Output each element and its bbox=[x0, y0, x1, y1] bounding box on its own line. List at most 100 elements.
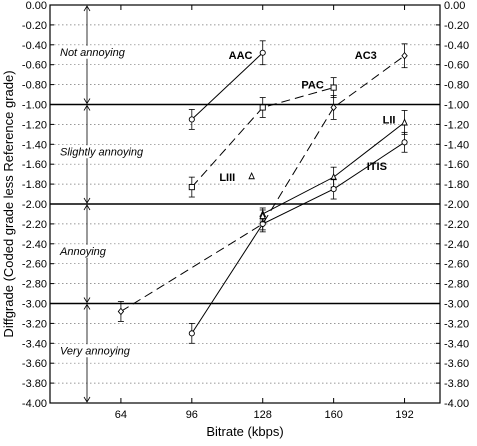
y-tick-label: -2.00 bbox=[22, 199, 47, 211]
plot-frame bbox=[49, 4, 441, 404]
series-aac bbox=[188, 40, 266, 130]
zone-label-bg bbox=[58, 244, 108, 258]
y-tick-label-right: -0.60 bbox=[444, 60, 469, 72]
x-axis-title: Bitrate (kbps) bbox=[206, 424, 283, 439]
series-liii bbox=[259, 209, 267, 223]
zone-label: Slightly annoying bbox=[60, 146, 144, 158]
y-tick-label: -4.00 bbox=[22, 398, 47, 410]
y-tick-label: -3.20 bbox=[22, 318, 47, 330]
series-itis bbox=[188, 131, 408, 344]
zone-label: Very annoying bbox=[60, 345, 131, 357]
y-tick-label-right: -0.20 bbox=[444, 20, 469, 32]
y-tick-label: -1.80 bbox=[22, 179, 47, 191]
zone-label-bg bbox=[58, 145, 146, 159]
y-tick-label: -2.40 bbox=[22, 239, 47, 251]
data-point-pac bbox=[188, 184, 195, 191]
x-tick-label: 192 bbox=[395, 409, 413, 421]
x-tick-label: 128 bbox=[254, 409, 272, 421]
series-line-aac bbox=[191, 52, 264, 120]
y-tick-label: -2.60 bbox=[22, 259, 47, 271]
y-tick-label: -0.40 bbox=[22, 40, 47, 52]
series-label-itis: ITIS bbox=[367, 161, 387, 173]
y-tick-label-right: -1.40 bbox=[444, 139, 469, 151]
data-point-itis bbox=[401, 139, 408, 146]
y-tick-label: -0.80 bbox=[22, 80, 47, 92]
series-layer bbox=[117, 40, 408, 344]
y-tick-label-right: 0.00 bbox=[444, 0, 465, 12]
y-tick-label: -3.40 bbox=[22, 338, 47, 350]
data-point-ac3 bbox=[117, 307, 125, 316]
y-tick-label-right: -3.20 bbox=[444, 318, 469, 330]
series-label-ac3: AC3 bbox=[355, 50, 377, 62]
series-label-lii: LII bbox=[383, 114, 396, 126]
y-axis-title: Diffgrade (Coded grade less Reference gr… bbox=[1, 70, 16, 337]
y-tick-label-right: -2.00 bbox=[444, 199, 469, 211]
data-point-ac3 bbox=[330, 103, 337, 112]
data-point-pac bbox=[330, 84, 337, 91]
y-tick-label-right: -3.60 bbox=[444, 358, 469, 370]
series-label-aac: AAC bbox=[229, 50, 253, 62]
y-tick-label: 0.00 bbox=[26, 0, 47, 12]
y-tick-label: -0.20 bbox=[22, 20, 47, 32]
y-tick-label: -1.40 bbox=[22, 139, 47, 151]
y-tick-label: -3.00 bbox=[22, 299, 47, 311]
zone-arrowhead bbox=[83, 104, 91, 111]
data-point-lii bbox=[401, 118, 408, 126]
y-tick-label-right: -1.60 bbox=[444, 159, 469, 171]
data-point-aac bbox=[188, 116, 195, 123]
data-point-ac3 bbox=[401, 51, 408, 60]
y-tick-label-right: -1.00 bbox=[444, 100, 469, 112]
zone-arrowhead bbox=[83, 303, 91, 310]
grid-layer bbox=[50, 24, 440, 384]
label-layer: AAC PAC AC3 LII ITIS LIII bbox=[219, 50, 395, 184]
y-tick-label-right: -0.40 bbox=[444, 40, 469, 52]
series-label-pac: PAC bbox=[301, 80, 323, 92]
y-tick-label-right: -3.80 bbox=[444, 378, 469, 390]
y-tick-label: -1.00 bbox=[22, 100, 47, 112]
zone-label-bg bbox=[58, 45, 127, 59]
series-label-liii: LIII bbox=[219, 172, 235, 184]
y-tick-label: -3.80 bbox=[22, 378, 47, 390]
data-point-itis bbox=[330, 186, 337, 193]
y-tick-label: -1.60 bbox=[22, 159, 47, 171]
y-tick-label-right: -4.00 bbox=[444, 398, 469, 410]
x-tick-label: 160 bbox=[324, 409, 342, 421]
y-tick-label-right: -2.80 bbox=[444, 279, 469, 291]
data-point-liii bbox=[259, 211, 267, 219]
zone-arrowhead bbox=[83, 396, 91, 403]
y-tick-label: -1.20 bbox=[22, 119, 47, 131]
y-tick-label-right: -1.20 bbox=[444, 119, 469, 131]
y-tick-label-right: -2.20 bbox=[444, 219, 469, 231]
zone-arrowhead bbox=[83, 204, 91, 211]
zone-arrowhead bbox=[83, 5, 91, 12]
series-pac bbox=[188, 77, 337, 198]
y-tick-label-right: -0.80 bbox=[444, 80, 469, 92]
zone-arrowhead bbox=[83, 197, 91, 204]
y-tick-label: -2.80 bbox=[22, 279, 47, 291]
data-point-itis bbox=[188, 330, 195, 337]
y-tick-label: -2.20 bbox=[22, 219, 47, 231]
series-line-itis bbox=[191, 141, 405, 334]
x-tick-label: 64 bbox=[115, 409, 127, 421]
axis-layer: 0.00 0.00 -0.20 -0.20 -0.40 -0.40 -0.60 -0.60 -0… bbox=[22, 0, 469, 421]
y-tick-label: -3.60 bbox=[22, 358, 47, 370]
zone-label-bg bbox=[58, 344, 132, 358]
zone-layer: Not annoying Slightly annoying Annoying Ver… bbox=[58, 5, 146, 403]
x-tick-label: 96 bbox=[186, 409, 198, 421]
zone-label: Annoying bbox=[59, 246, 107, 258]
zone-arrowhead bbox=[83, 98, 91, 105]
series-line-ac3 bbox=[120, 55, 405, 312]
legend-marker bbox=[248, 171, 255, 180]
data-point-aac bbox=[259, 49, 266, 56]
y-tick-label-right: -2.40 bbox=[444, 239, 469, 251]
y-tick-label-right: -3.00 bbox=[444, 299, 469, 311]
zone-label: Not annoying bbox=[60, 47, 126, 59]
y-tick-label-right: -1.80 bbox=[444, 179, 469, 191]
data-point-pac bbox=[259, 104, 266, 111]
y-tick-label: -0.60 bbox=[22, 60, 47, 72]
series-ac3 bbox=[117, 43, 408, 322]
zone-arrowhead bbox=[83, 297, 91, 304]
y-tick-label-right: -3.40 bbox=[444, 338, 469, 350]
y-tick-label-right: -2.60 bbox=[444, 259, 469, 271]
